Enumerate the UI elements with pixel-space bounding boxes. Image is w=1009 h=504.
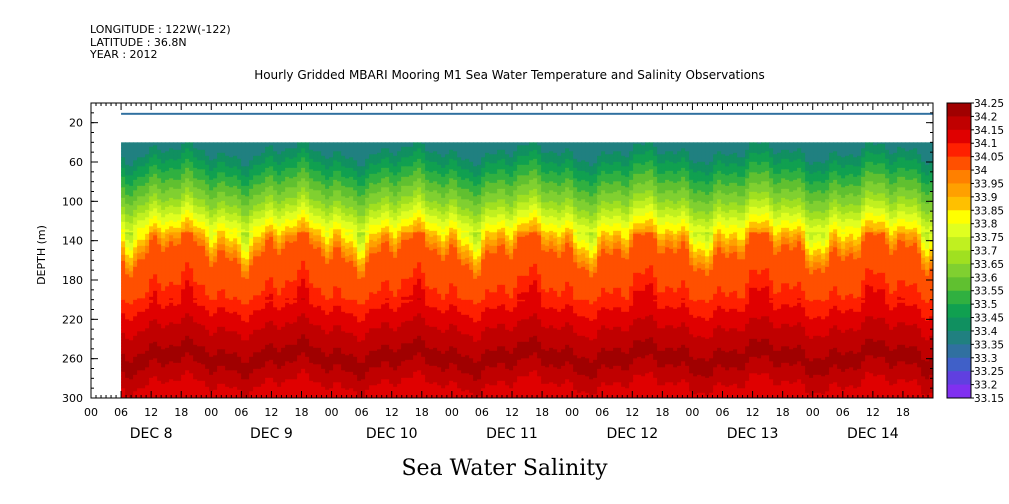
colorbar-label: 33.4 <box>974 326 998 338</box>
colorbar-label: 33.5 <box>974 299 997 311</box>
y-tick-label: 260 <box>62 353 83 366</box>
colorbar-label: 33.8 <box>974 219 997 231</box>
colorbar-label: 33.6 <box>974 272 998 284</box>
y-axis-label: DEPTH (m) <box>35 225 48 285</box>
colorbar-swatch <box>947 103 971 117</box>
colorbar-swatch <box>947 251 971 265</box>
colorbar-label: 33.55 <box>974 286 1004 298</box>
plot-area <box>121 113 934 400</box>
colorbar-label: 33.75 <box>974 232 1004 244</box>
colorbar-swatch <box>947 197 971 211</box>
colorbar-swatch <box>947 224 971 238</box>
x-hour-label: 12 <box>144 406 158 419</box>
y-tick-label: 20 <box>69 117 83 130</box>
colorbar-label: 34.2 <box>974 111 997 123</box>
x-hour-label: 12 <box>264 406 278 419</box>
colorbar-label: 34.05 <box>974 152 1004 164</box>
colorbar-label: 33.95 <box>974 178 1004 190</box>
x-hour-label: 12 <box>505 406 519 419</box>
x-hour-label: 12 <box>625 406 639 419</box>
x-hour-label: 00 <box>325 406 339 419</box>
x-hour-label: 06 <box>595 406 609 419</box>
colorbar-swatch <box>947 331 971 345</box>
x-hour-label: 00 <box>806 406 820 419</box>
x-hour-label: 00 <box>84 406 98 419</box>
x-day-label: DEC 10 <box>366 426 418 442</box>
variable-label: Sea Water Salinity <box>0 456 1009 481</box>
x-hour-label: 06 <box>355 406 369 419</box>
x-hour-label: 12 <box>746 406 760 419</box>
colorbar-swatch <box>947 237 971 251</box>
colorbar-label: 33.2 <box>974 380 997 392</box>
colorbar-label: 34.1 <box>974 138 997 150</box>
x-hour-label: 18 <box>174 406 188 419</box>
colorbar-swatch <box>947 170 971 184</box>
colorbar-swatch <box>947 291 971 305</box>
colorbar-swatch <box>947 264 971 278</box>
x-day-label: DEC 8 <box>130 426 173 442</box>
colorbar-swatch <box>947 210 971 224</box>
x-hour-label: 18 <box>776 406 790 419</box>
x-hour-label: 18 <box>295 406 309 419</box>
colorbar-swatch <box>947 157 971 171</box>
colorbar-swatch <box>947 344 971 358</box>
colorbar-swatch <box>947 183 971 197</box>
colorbar-swatch <box>947 358 971 372</box>
x-hour-label: 06 <box>836 406 850 419</box>
colorbar-swatch <box>947 304 971 318</box>
colorbar-label: 33.35 <box>974 339 1004 351</box>
colorbar-label: 33.15 <box>974 393 1004 405</box>
colorbar-label: 33.9 <box>974 192 997 204</box>
x-hour-label: 00 <box>204 406 218 419</box>
colorbar-label: 33.65 <box>974 259 1004 271</box>
colorbar-label: 34 <box>974 165 988 177</box>
x-hour-label: 00 <box>685 406 699 419</box>
x-hour-label: 00 <box>445 406 459 419</box>
y-tick-label: 180 <box>62 274 83 287</box>
colorbar-label: 34.15 <box>974 125 1004 137</box>
colorbar-label: 33.25 <box>974 366 1004 378</box>
x-day-label: DEC 11 <box>486 426 538 442</box>
colorbar-swatch <box>947 143 971 157</box>
x-hour-label: 12 <box>385 406 399 419</box>
x-hour-label: 18 <box>655 406 669 419</box>
x-hour-label: 06 <box>475 406 489 419</box>
x-hour-label: 06 <box>234 406 248 419</box>
colorbar-label: 33.7 <box>974 246 997 258</box>
y-tick-label: 100 <box>62 195 83 208</box>
x-hour-label: 18 <box>415 406 429 419</box>
colorbar-label: 34.25 <box>974 98 1004 110</box>
x-hour-label: 06 <box>114 406 128 419</box>
colorbar-swatch <box>947 385 971 399</box>
colorbar-label: 33.45 <box>974 313 1004 325</box>
colorbar-swatch <box>947 130 971 144</box>
colorbar-swatch <box>947 277 971 291</box>
surface-band <box>121 113 933 115</box>
x-hour-label: 18 <box>896 406 910 419</box>
x-hour-label: 00 <box>565 406 579 419</box>
y-tick-label: 300 <box>62 392 83 405</box>
y-tick-label: 220 <box>62 313 83 326</box>
x-day-label: DEC 13 <box>727 426 779 442</box>
x-day-label: DEC 9 <box>250 426 293 442</box>
x-hour-label: 12 <box>866 406 880 419</box>
colorbar-swatch <box>947 371 971 385</box>
colorbar-label: 33.3 <box>974 353 997 365</box>
x-hour-label: 06 <box>716 406 730 419</box>
colorbar-label: 33.85 <box>974 205 1004 217</box>
x-hour-label: 18 <box>535 406 549 419</box>
colorbar-swatch <box>947 116 971 130</box>
x-day-label: DEC 14 <box>847 426 899 442</box>
colorbar-swatch <box>947 318 971 332</box>
salinity-field <box>121 142 934 399</box>
y-tick-label: 60 <box>69 156 83 169</box>
y-tick-label: 140 <box>62 235 83 248</box>
x-day-label: DEC 12 <box>606 426 658 442</box>
